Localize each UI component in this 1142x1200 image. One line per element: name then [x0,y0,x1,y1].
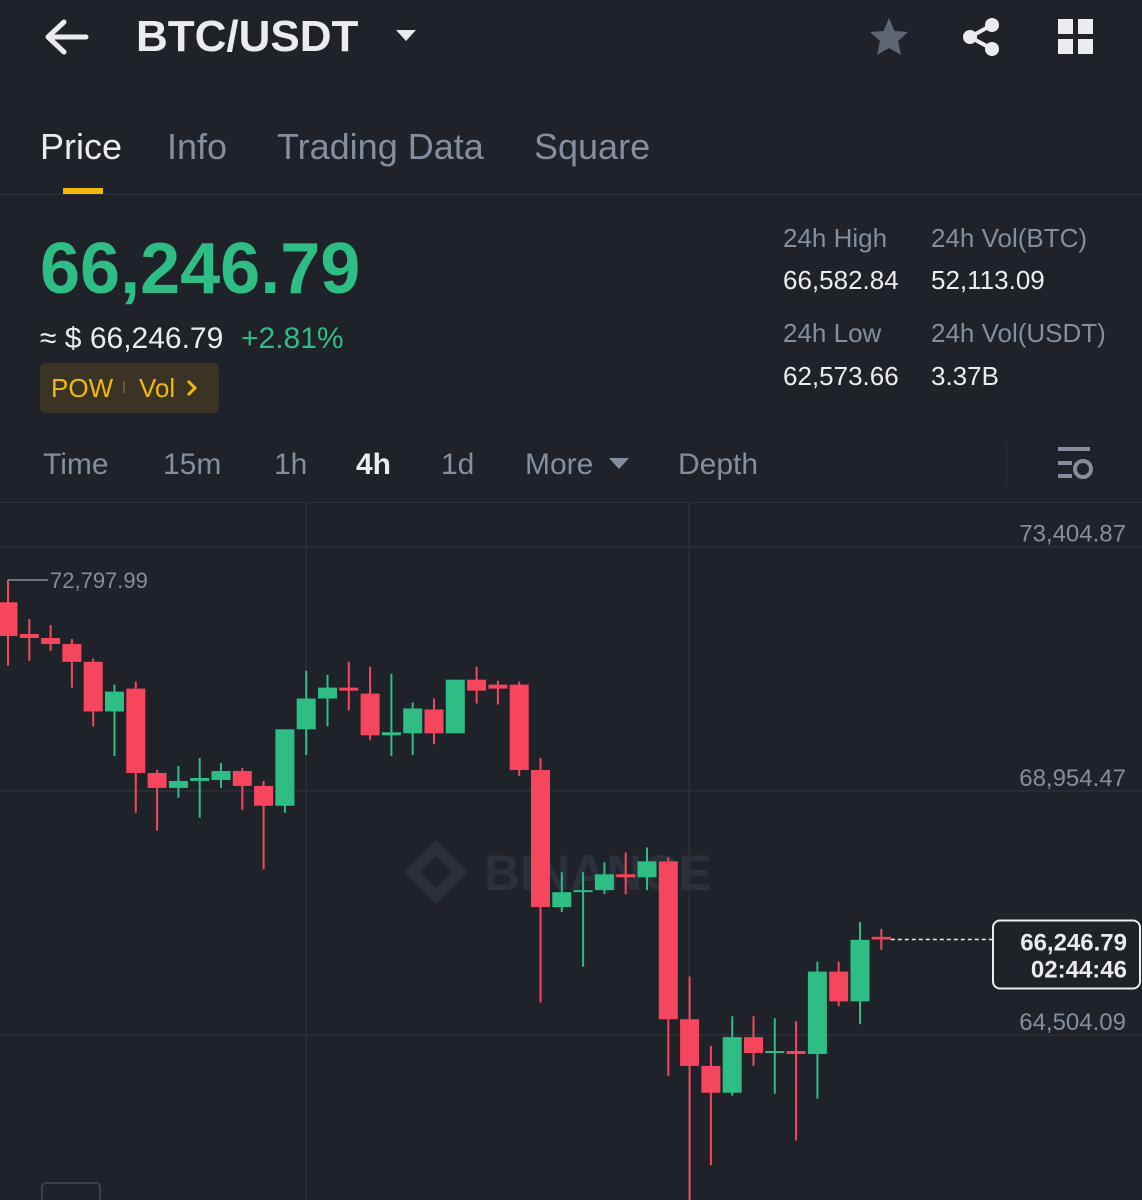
chevron-icon [186,379,198,397]
candle-body [41,637,61,644]
candle-body [531,770,550,908]
candle-body [62,643,82,662]
favorite-icon[interactable] [867,15,911,59]
interval-tab[interactable]: 1h [274,448,308,481]
candlestick-chart: BINANCE 64,504.0968,954.4773,404.8772,79… [0,503,1142,1200]
candle-body [850,939,870,1002]
candle-body [424,709,444,734]
candle-body [488,684,508,689]
divider [0,194,1142,195]
back-button[interactable] [40,16,96,58]
divider [1006,443,1007,485]
tab[interactable]: Info [167,126,228,167]
watermark-logo [404,840,468,904]
candle-body [807,971,827,1054]
tab[interactable]: Trading Data [277,126,484,167]
price-axis-label: 68,954.47 [1019,765,1126,792]
candle-body [190,777,210,781]
stat-value: 52,113.09 [931,265,1045,295]
candle-body [403,708,423,734]
candle-body [786,1051,806,1054]
candle-body [147,773,167,788]
candle-body [275,729,295,806]
tab-indicator [63,188,103,194]
interval-tab[interactable]: Time [43,448,109,481]
candle-body [829,971,849,1002]
last-price: 66,246.79 [40,229,361,309]
tab-active[interactable]: Price [40,126,123,167]
candle-body [126,688,146,774]
share-icon[interactable] [960,15,1004,59]
price-axis-label: 64,504.09 [1019,1009,1126,1036]
candle-body [467,679,487,691]
dropdown-icon[interactable] [394,28,418,44]
candle-body [360,693,380,736]
tag-separator [123,381,125,393]
max-price-label: 72,797.99 [50,568,148,593]
candle-body [765,1051,785,1053]
interval-tab-active[interactable]: 4h [356,448,392,481]
candle-body [339,687,359,691]
stat-label: 24h Low [783,318,882,348]
interval-tab[interactable]: Depth [678,448,759,481]
last-price-box [992,919,1141,990]
candle-body [168,780,188,788]
countdown-label: 02:44:46 [1031,956,1127,983]
stat-value: 66,582.84 [783,265,899,295]
candle-body [0,602,18,636]
candle-body [680,1019,700,1066]
interval-tab[interactable]: More [525,448,594,481]
approx-price: ≈ $ 66,246.79 [40,322,224,355]
candle-body [232,771,252,786]
candle-body [296,698,316,730]
candle-body [744,1037,763,1053]
candle-body [573,890,593,893]
price-axis-label: 73,404.87 [1019,521,1126,548]
pair-title[interactable]: BTC/USDT [136,12,359,61]
tag-box[interactable] [40,363,219,413]
candle-body [381,732,401,736]
candle-body [509,684,529,771]
candle-body [637,861,657,878]
candle-body [318,687,337,699]
chart-settings-icon[interactable] [1055,445,1095,483]
candle-body [211,771,231,780]
candle-body [701,1065,721,1093]
candle-body [722,1037,742,1093]
corner-button[interactable] [41,1182,101,1200]
tag[interactable]: POW [51,373,114,403]
dropdown-icon[interactable] [608,457,630,471]
stat-label: 24h Vol(BTC) [931,223,1088,253]
tag[interactable]: Vol [139,373,176,403]
candle-body [594,874,614,891]
candle-body [83,661,103,712]
candle-body [19,634,39,638]
stat-label: 24h High [783,223,888,253]
candle-body [105,691,124,712]
candle-body [445,679,465,734]
interval-tab[interactable]: 1d [441,448,475,481]
tab[interactable]: Square [534,126,651,167]
grid-menu-icon[interactable] [1057,18,1095,56]
stat-value: 62,573.66 [783,361,899,391]
interval-tab[interactable]: 15m [163,448,222,481]
last-price-label: 66,246.79 [1020,929,1127,956]
price-change: +2.81% [241,322,344,355]
candle-body [616,874,636,878]
stat-value: 3.37B [931,361,999,391]
candle-body [552,892,572,908]
candle-body [254,785,274,806]
candle-body [871,936,891,940]
divider [0,502,1142,503]
candle-body [658,861,678,1020]
stat-label: 24h Vol(USDT) [931,318,1106,348]
